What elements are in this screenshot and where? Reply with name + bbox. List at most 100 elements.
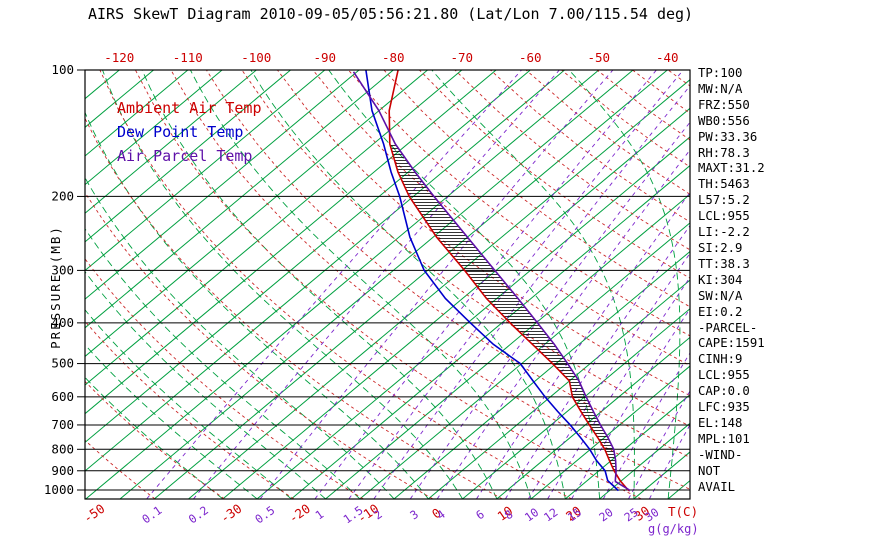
stats-line: WB0:556 [698,113,750,128]
moist-adiabat-line [85,111,429,499]
isotherm-line [564,394,690,499]
temp-top-tick-label: -60 [519,50,542,65]
mixing-ratio-line [528,252,690,499]
temp-top-tick-label: -120 [104,50,134,65]
isotherm-line [359,222,690,499]
mixing-ratio-line [436,149,690,499]
mixing-ratio-line [602,352,690,499]
mixing-ratio-tick-label: 12 [541,505,560,524]
isotherm-line [290,164,690,499]
stats-line: MW:N/A [698,81,743,96]
stats-line: NOT [698,463,721,478]
temp-top-tick-label: -110 [173,50,203,65]
dew-point-temp-curve [365,70,619,492]
stats-line: -PARCEL- [698,320,758,335]
stats-line: L57:5.2 [698,193,750,208]
dry-adiabat-line [85,191,433,499]
moist-adiabat-line [431,70,635,499]
chart-title: AIRS SkewT Diagram 2010-09-05/05:56:21.8… [88,5,694,23]
dry-adiabat-line [135,70,642,499]
dry-adiabat-line [277,70,690,397]
isotherm-line [85,70,394,329]
mixing-ratio-line [409,121,690,499]
isotherm-line [85,70,86,71]
isotherm-line [599,422,690,499]
moist-adiabat-line [102,70,463,499]
temp-bottom-tick-label: -50 [80,501,107,526]
isotherm-line [85,70,531,443]
plot-area [0,70,690,499]
plot-frame [84,69,691,500]
isotherm-line [0,70,51,499]
dry-adiabat-line [99,70,572,499]
mixing-ratio-tick-label: 0.5 [252,503,277,526]
stats-line: SW:N/A [698,288,743,303]
mixing-ratio-tick-label: 1 [313,507,327,522]
moist-adiabat-line [85,309,292,499]
isotherm-line [85,70,497,415]
pressure-axis-label: PRESSURE (MB) [48,225,63,349]
stats-line: SI:2.9 [698,240,743,255]
dry-adiabat-line [206,70,690,458]
air-parcel-temp-curve [352,71,631,492]
moist-adiabat-line [250,70,566,499]
pressure-tick-label: 500 [51,356,74,371]
mixing-ratio-line [348,70,684,499]
isotherm-line [393,250,690,499]
stats-line: TH:5463 [698,177,750,192]
isotherm-line [427,279,690,499]
mixing-ratio-tick-label: 25 [621,505,640,524]
moist-adiabat-line [85,227,361,499]
mixing-ratio-tick-label: 2 [371,507,385,522]
stats-line: EL:148 [698,415,743,430]
dry-adiabat-line [85,320,295,499]
isotherm-line [462,308,690,499]
isotherm-line [85,70,257,214]
stats-line: KI:304 [698,272,743,287]
dry-adiabat-line [312,70,690,367]
mixing-ratio-line [146,70,522,499]
pressure-tick-label: 900 [51,463,74,478]
stats-line: CAP:0.0 [698,384,750,399]
temp-top-tick-label: -100 [241,50,271,65]
legend-item-dew-point-temp: Dew Point Temp [117,123,244,141]
isotherm-line [85,70,600,499]
stats-line: AVAIL [698,479,736,494]
pressure-tick-label: 400 [51,315,74,330]
legend: Ambient Air Temp Dew Point Temp Air Parc… [117,96,262,168]
isotherm-line [119,70,634,499]
mixing-ratio-tick-label: 15 [565,505,584,524]
stats-line: LFC:935 [698,400,750,415]
ambient-air-temp-curve [388,70,631,492]
mixing-ratio-line [628,390,690,499]
stats-line: TP:100 [698,66,743,80]
dry-adiabat-line [170,70,690,490]
pressure-tick-label: 600 [51,389,74,404]
mixing-ratio-tick-label: 0.2 [186,503,211,526]
pressure-tick-label: 700 [51,417,74,432]
stats-line: EI:0.2 [698,304,743,319]
stats-line: LCL:955 [698,209,750,224]
mixing-ratio-tick-label: 3 [407,507,421,522]
moist-adiabat-line [85,343,258,499]
mixing-ratio-tick-label: 10 [522,505,541,524]
stats-line: MAXT:31.2 [698,161,765,176]
pressure-tick-label: 200 [51,188,74,203]
temp-top-tick-label: -90 [314,50,337,65]
stats-line: -WIND- [698,447,743,462]
isotherm-line [85,70,360,300]
pressure-tick-label: 300 [51,262,74,277]
temp-unit-label: T(C) [668,504,698,519]
isotherm-line [85,70,428,358]
stats-line: RH:78.3 [698,145,750,160]
stats-line: LCL:955 [698,368,750,383]
temp-top-tick-label: -80 [382,50,405,65]
pressure-tick-label: 100 [51,62,74,77]
stats-line: PW:33.36 [698,129,758,144]
mixing-ratio-line [476,191,690,499]
temp-bottom-tick-label: 20 [563,503,584,524]
mixing-ratio-line [649,423,690,499]
stats-line: LI:-2.2 [698,225,750,240]
stats-panel: TP:100 MW:N/A FRZ:550 WB0:556 PW:33.36 RH:78.… [698,66,765,495]
